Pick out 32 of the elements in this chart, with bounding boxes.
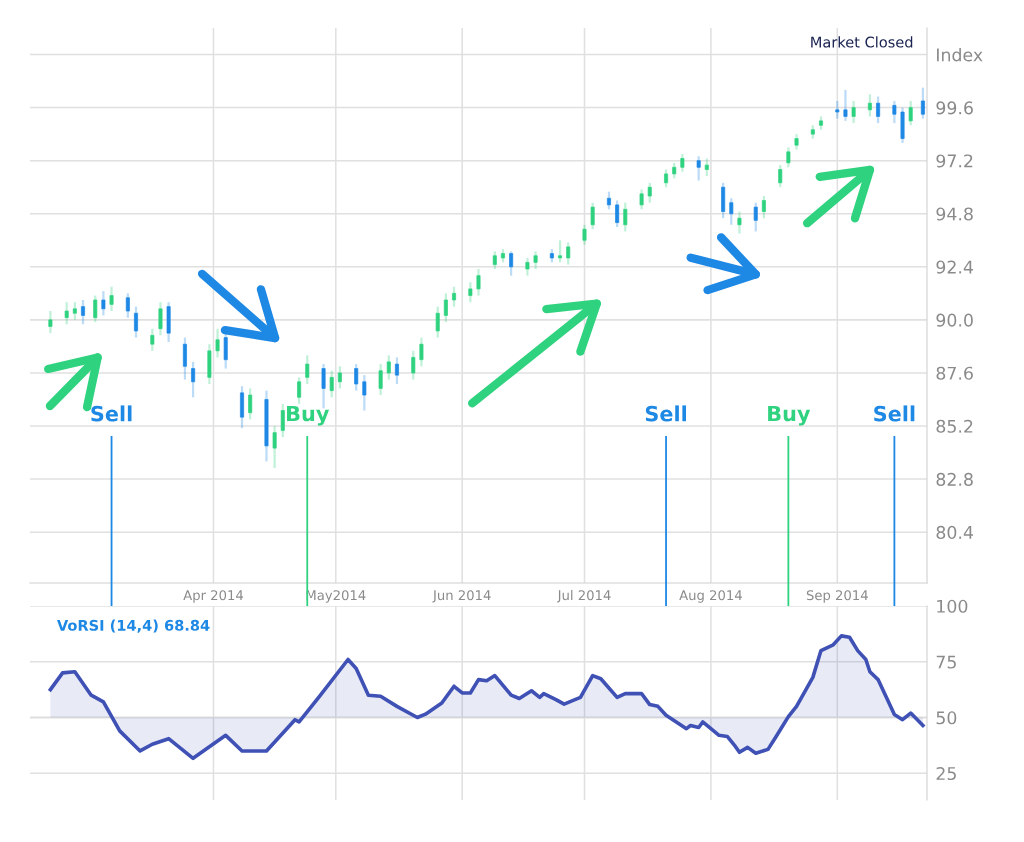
y-tick-label: 85.2 [936, 419, 973, 433]
annotation: Market Closed [811, 36, 913, 48]
ref-line-label: Buy [768, 405, 811, 426]
y-tick-label: 94.8 [936, 207, 973, 221]
y-tick-label: 87.6 [936, 366, 973, 380]
y-tick-label: 99.6 [936, 101, 973, 115]
ref-line-label: Buy [287, 405, 330, 426]
candlestick [606, 190, 611, 211]
x-tick-label: Jun 2014 [432, 590, 491, 603]
ref-line-label: Sell [645, 405, 687, 422]
candlestick [819, 115, 823, 131]
ref-line-label: Sell [874, 405, 915, 422]
y-tick-label: 80.4 [936, 525, 974, 539]
ref-line-label: Sell [91, 405, 132, 422]
x-tick-label: Jul 2014 [556, 589, 611, 603]
y-tick-label: 100 [937, 599, 968, 613]
candlestick [500, 248, 505, 264]
x-tick-label: Apr 2014 [183, 590, 244, 603]
candlestick [134, 305, 138, 339]
y-tick-label: 75 [936, 655, 956, 669]
x-tick-label: Sep 2014 [806, 590, 868, 603]
text: VoRSI (14,4) 68.84 [56, 619, 210, 633]
candlestick [81, 298, 85, 326]
y-tick-label: 25 [936, 766, 956, 781]
candlestick [452, 285, 457, 308]
y-tick-label: 82.8 [936, 472, 973, 486]
x-tick-label: Aug 2014 [679, 590, 742, 603]
y-tick-label: 90.0 [936, 313, 973, 327]
y-tick-label: 92.4 [936, 260, 974, 274]
y-tick-label: 50 [936, 711, 957, 725]
y-tick-label: 97.2 [936, 154, 973, 168]
y-tick-label: Index [937, 47, 983, 62]
